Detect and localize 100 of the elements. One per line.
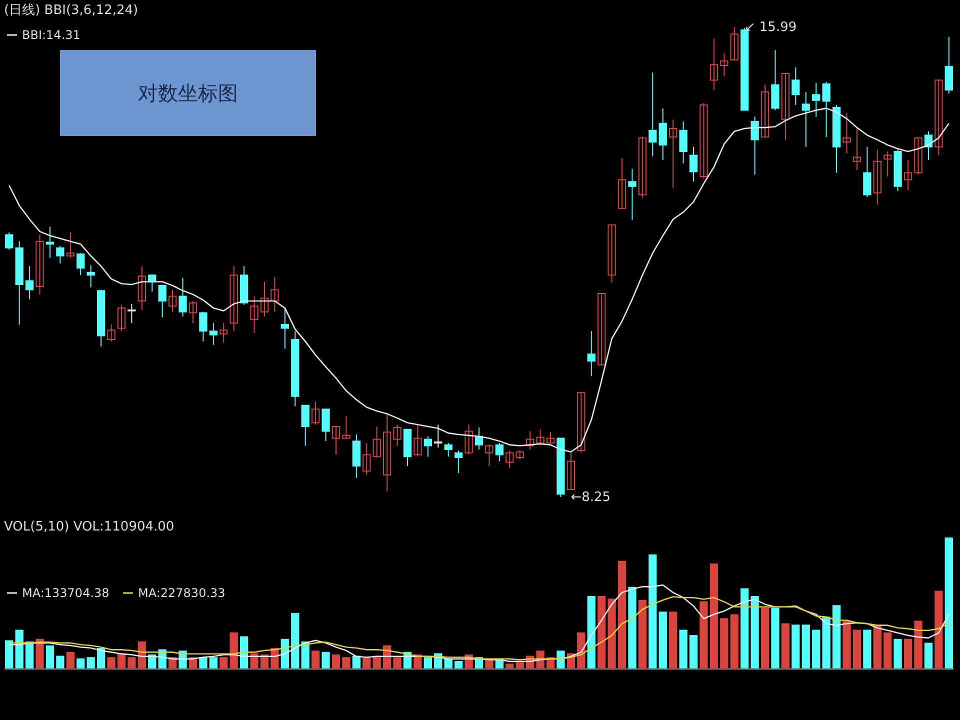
bar — [352, 656, 360, 668]
candlestick — [781, 73, 790, 140]
bar — [36, 638, 44, 668]
chart-title: (日线) BBI(3,6,12,24) — [4, 3, 138, 18]
bar — [148, 654, 156, 668]
candlestick — [76, 252, 85, 276]
bar — [15, 630, 24, 668]
candlestick — [628, 168, 636, 221]
candlestick — [944, 36, 953, 94]
candlestick — [25, 266, 34, 300]
bar — [107, 657, 116, 668]
candlestick — [648, 72, 657, 157]
chart-title: VOL(5,10) VOL:110904.00 — [4, 520, 174, 534]
candlestick — [280, 308, 289, 349]
candlestick — [5, 232, 14, 250]
bar — [117, 653, 126, 668]
bar — [648, 554, 657, 668]
bar — [852, 630, 862, 668]
candlestick — [393, 424, 402, 446]
bar — [56, 656, 64, 668]
candlestick — [220, 322, 228, 344]
candlestick — [260, 281, 269, 318]
bar — [618, 560, 626, 668]
bar — [454, 661, 463, 668]
bar — [240, 636, 248, 668]
candlestick — [720, 52, 728, 77]
candlestick — [750, 116, 759, 176]
candlestick — [506, 450, 514, 468]
candlestick — [658, 108, 667, 161]
candlestick — [587, 330, 596, 377]
candlestick — [679, 120, 688, 164]
bar — [424, 657, 432, 668]
bar — [66, 652, 74, 668]
bar — [291, 612, 300, 668]
bar — [230, 632, 238, 668]
bar — [393, 657, 402, 668]
bar — [5, 640, 14, 668]
bar — [802, 624, 810, 668]
candlestick — [311, 401, 320, 426]
bar — [301, 642, 310, 668]
candlestick — [230, 266, 238, 332]
candlestick — [536, 428, 544, 446]
bar — [46, 645, 54, 668]
bar — [516, 662, 524, 668]
candlestick — [700, 102, 708, 180]
bar — [760, 608, 770, 668]
annotation: ↙ 15.99 — [744, 20, 797, 35]
bar — [740, 588, 749, 668]
bar — [322, 652, 330, 668]
bar — [76, 658, 85, 668]
candlestick — [608, 224, 616, 284]
candlestick — [209, 322, 218, 346]
text-box: 对数坐标图 — [60, 50, 316, 136]
candlestick — [863, 146, 872, 198]
bar — [822, 616, 830, 668]
bar — [608, 598, 616, 668]
bar — [700, 601, 708, 668]
bar — [250, 653, 258, 668]
bar — [128, 657, 136, 668]
candlestick — [771, 50, 780, 111]
bar — [720, 618, 728, 668]
candlestick — [842, 112, 851, 154]
candlestick — [689, 146, 698, 182]
candlestick — [566, 452, 576, 490]
bar — [628, 586, 636, 668]
legend-label: BBI:14.31 — [22, 28, 80, 42]
candlestick — [138, 266, 146, 310]
candlestick — [802, 91, 810, 148]
candlestick — [464, 424, 473, 456]
candlestick — [414, 424, 422, 458]
candlestick — [526, 430, 534, 450]
candlestick — [424, 436, 432, 458]
candlestick — [250, 296, 258, 334]
bar — [598, 596, 606, 668]
candlestick — [107, 324, 116, 342]
candlestick — [270, 276, 279, 312]
candlestick — [56, 246, 64, 264]
bar — [260, 654, 269, 668]
candlestick — [852, 128, 862, 170]
bar — [884, 632, 892, 668]
bar — [86, 657, 95, 668]
candlestick — [382, 413, 392, 492]
candlestick — [117, 304, 126, 332]
candlestick — [638, 136, 647, 199]
candlestick — [454, 450, 463, 474]
candlestick — [178, 277, 187, 318]
candlestick — [158, 284, 166, 318]
bar — [362, 657, 371, 668]
bar — [25, 642, 34, 668]
candlestick — [598, 292, 606, 366]
bar — [342, 657, 350, 668]
bar — [199, 657, 208, 668]
bar — [710, 564, 718, 668]
candlestick — [546, 432, 555, 444]
candlestick — [812, 82, 820, 118]
candlestick — [904, 160, 912, 191]
bar — [812, 630, 820, 668]
candlestick — [36, 234, 44, 295]
bar — [863, 630, 872, 668]
bar — [842, 620, 851, 668]
